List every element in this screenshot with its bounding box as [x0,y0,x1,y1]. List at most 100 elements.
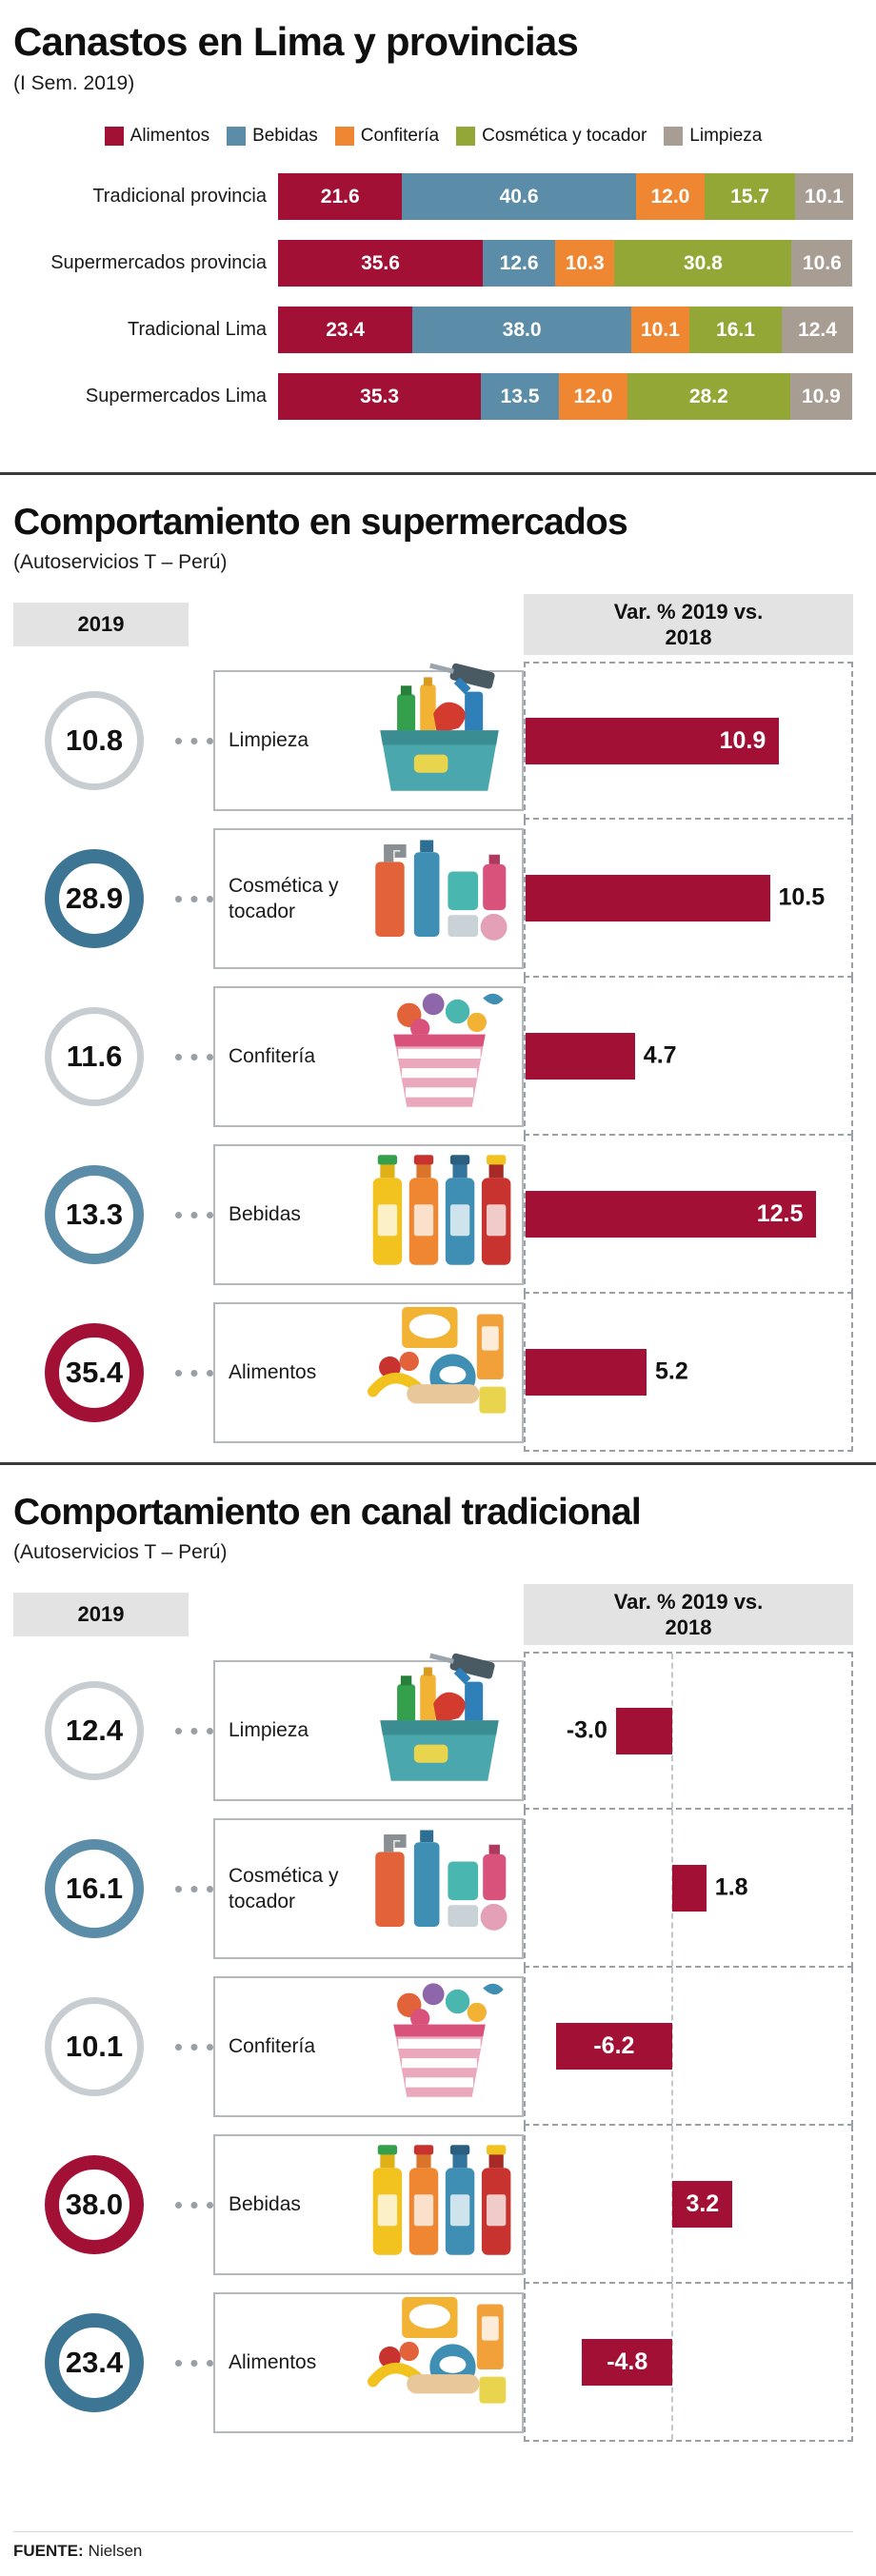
segment-limpieza: 10.6 [791,240,853,287]
variation-bar: -4.8 [582,2338,673,2386]
segment-bebidas: 13.5 [481,373,559,420]
food-icon [345,1306,522,1428]
variation-bar [526,874,770,921]
variation-bar-track: 1.8 [526,1864,851,1912]
segment-cosmetica: 16.1 [688,307,783,353]
category-comparison-row: 23.4 Alimentos -4.8 [13,2284,853,2442]
variation-bar-track: 4.7 [526,1032,851,1080]
segment-alimentos: 23.4 [278,307,413,353]
column-headers: 2019 Var. % 2019 vs. 2018 [13,593,853,656]
variation-bar-track: -6.2 [526,2022,851,2070]
variation-column: 10.9 [524,662,853,820]
segment-bebidas: 12.6 [483,240,556,287]
share-column: 38.0 [13,2155,175,2254]
section-divider [0,472,876,475]
dotted-connector [175,1727,213,1734]
category-comparison-row: 11.6 Confitería 4.7 [13,978,853,1136]
limpieza-swatch [664,127,684,146]
stacked-bar: 35.3 13.5 12.0 28.2 10.9 [278,373,853,420]
segment-bebidas: 38.0 [412,307,631,353]
category-label: Bebidas [229,1203,301,1226]
zero-baseline [671,1654,674,1808]
confiteria-swatch [334,127,354,146]
category-box: Cosmética y tocador [213,828,524,969]
section-canastos: Canastos en Lima y provincias (I Sem. 20… [0,0,876,472]
category-box: Confitería [213,986,524,1127]
variation-bar: 10.9 [526,717,780,764]
legend-item: Confitería [334,126,440,147]
category-label: Supermercados Lima [85,386,267,406]
legend-label: Confitería [360,126,440,146]
section-subtitle: (Autoservicios T – Perú) [13,551,228,573]
dotted-connector [175,2201,213,2209]
share-column: 10.8 [13,691,175,790]
section-tradicional: Comportamiento en canal tradicional (Aut… [0,1465,876,2442]
variation-column: 5.2 [524,1294,853,1452]
segment-confiteria: 10.1 [630,307,689,353]
variation-column: -4.8 [524,2284,853,2442]
dotted-connector [175,895,213,902]
share-column: 28.9 [13,849,175,948]
legend-item: Bebidas [227,126,318,147]
section-subtitle: (Autoservicios T – Perú) [13,1541,228,1563]
share-column: 35.4 [13,1323,175,1422]
variation-column: 1.8 [524,1810,853,1968]
segment-alimentos: 35.6 [278,240,484,287]
category-box: Alimentos [213,2292,524,2433]
category-label: Alimentos [229,1361,317,1384]
stacked-bar: 35.6 12.6 10.3 30.8 10.6 [278,240,853,287]
variation-bar: 12.5 [526,1190,817,1238]
dotted-connector [175,1369,213,1377]
bebidas-swatch [227,127,247,146]
stacked-bar: 21.6 40.6 12.0 15.7 10.1 [278,173,853,220]
candies-icon [345,993,522,1112]
variation-header-chip: Var. % 2019 vs. 2018 [524,594,853,655]
source-value: Nielsen [88,2542,143,2560]
variation-column: 10.5 [524,820,853,978]
year-header-chip: 2019 [13,1593,189,1636]
section-title: Comportamiento en supermercados [13,502,628,543]
category-label: Cosmética y tocador [229,1864,339,1912]
category-label: Tradicional provincia [92,186,267,207]
share-column: 23.4 [13,2313,175,2412]
category-label: Limpieza [229,729,309,752]
source-label: FUENTE: [13,2542,84,2560]
segment-alimentos: 21.6 [278,173,403,220]
share-column: 13.3 [13,1165,175,1264]
share-2019-circle: 28.9 [45,849,144,948]
segment-limpieza: 10.9 [789,373,853,420]
drinks-icon [345,2145,522,2260]
stacked-bar-row: Supermercados Lima 35.3 13.5 12.0 28.2 10.9 [13,373,853,420]
cosmetica-swatch [456,127,476,146]
variation-label: -3.0 [566,1716,607,1744]
legend-label: Alimentos [129,126,210,146]
variation-bar-track: 10.5 [526,874,851,921]
variation-bar [615,1707,673,1754]
variation-bar-track: 12.5 [526,1190,851,1238]
share-2019-circle: 12.4 [45,1681,144,1780]
section-divider [0,1462,876,1465]
category-label: Confitería [229,2035,316,2058]
stacked-bar-row: Supermercados provincia 35.6 12.6 10.3 30.8 1… [13,240,853,287]
cosmetics-icon [345,1830,522,1944]
share-2019-circle: 38.0 [45,2155,144,2254]
category-comparison-row: 35.4 Alimentos 5.2 [13,1294,853,1452]
category-comparison-row: 28.9 Cosmética y tocador 10.5 [13,820,853,978]
share-column: 10.1 [13,1997,175,2096]
category-comparison-row: 38.0 Bebidas 3.2 [13,2126,853,2284]
share-2019-circle: 13.3 [45,1165,144,1264]
category-label: Supermercados provincia [50,252,267,273]
share-column: 11.6 [13,1007,175,1106]
variation-column: -6.2 [524,1968,853,2126]
category-comparison-row: 10.1 Confitería -6.2 [13,1968,853,2126]
page-title: Canastos en Lima y provincias [13,19,579,64]
stacked-bar-chart: Tradicional provincia 21.6 40.6 12.0 15.7 10.… [13,173,853,420]
dotted-connector [175,1053,213,1060]
variation-bar-track: 10.9 [526,717,851,764]
zero-baseline [671,2284,674,2440]
category-box: Confitería [213,1976,524,2117]
share-2019-circle: 16.1 [45,1839,144,1938]
year-header-chip: 2019 [13,603,189,646]
share-column: 12.4 [13,1681,175,1780]
